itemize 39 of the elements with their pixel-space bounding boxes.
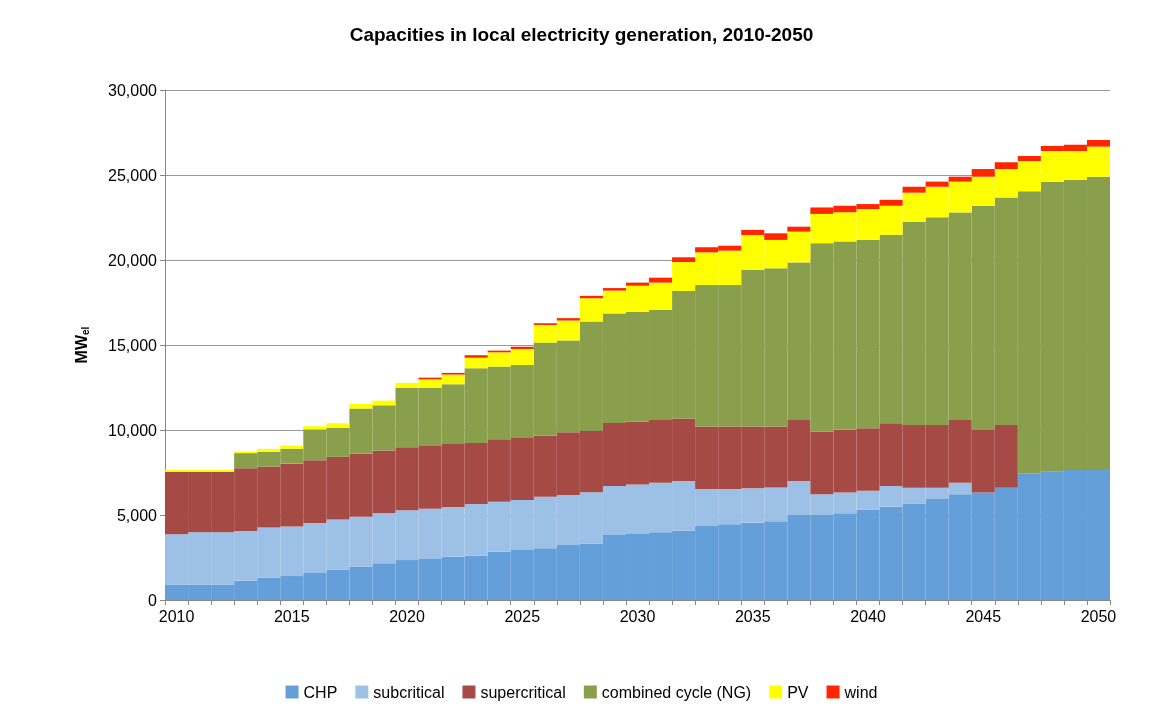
bar	[971, 169, 995, 177]
y-tick-label: 30,000	[108, 81, 158, 99]
bar	[948, 176, 972, 182]
bar	[649, 277, 673, 283]
y-tick-label: 5,000	[116, 506, 158, 524]
bar	[464, 355, 488, 358]
bar	[787, 226, 811, 232]
legend-label: supercritical	[480, 683, 566, 701]
bar	[925, 181, 949, 187]
bar	[510, 346, 534, 349]
y-tick-label: 20,000	[108, 251, 158, 269]
y-axis-title: MWel	[72, 326, 91, 364]
bar	[1017, 155, 1041, 162]
bar	[994, 162, 1018, 170]
legend-label: CHP	[303, 683, 338, 701]
bar	[280, 445, 304, 449]
y-tick-label: 0	[148, 591, 158, 609]
x-tick-label: 2025	[504, 607, 541, 625]
bar	[602, 288, 626, 291]
legend-label: subcritical	[373, 683, 445, 701]
legend-label: wind	[843, 683, 878, 701]
x-tick-label: 2020	[389, 607, 425, 625]
bar	[902, 186, 926, 193]
x-tick-label: 2035	[734, 607, 771, 625]
bar	[625, 282, 650, 286]
x-tick-label: 2050	[1080, 607, 1117, 625]
x-tick-label: 2010	[158, 607, 195, 625]
legend-label: PV	[787, 683, 809, 701]
x-tick-label: 2045	[965, 607, 1002, 625]
x-tick-label: 2015	[273, 607, 310, 625]
y-tick-label: 15,000	[108, 336, 158, 354]
x-tick-label: 2040	[850, 607, 886, 625]
y-tick-label: 25,000	[108, 166, 158, 184]
x-tick-label: 2030	[619, 607, 656, 625]
chart-title: Capacities in local electricity generation, 2010-2050	[349, 24, 814, 45]
bar	[556, 318, 580, 321]
legend-label: combined cycle (NG)	[601, 683, 752, 701]
y-tick-label: 10,000	[108, 421, 158, 439]
bar	[672, 257, 696, 263]
